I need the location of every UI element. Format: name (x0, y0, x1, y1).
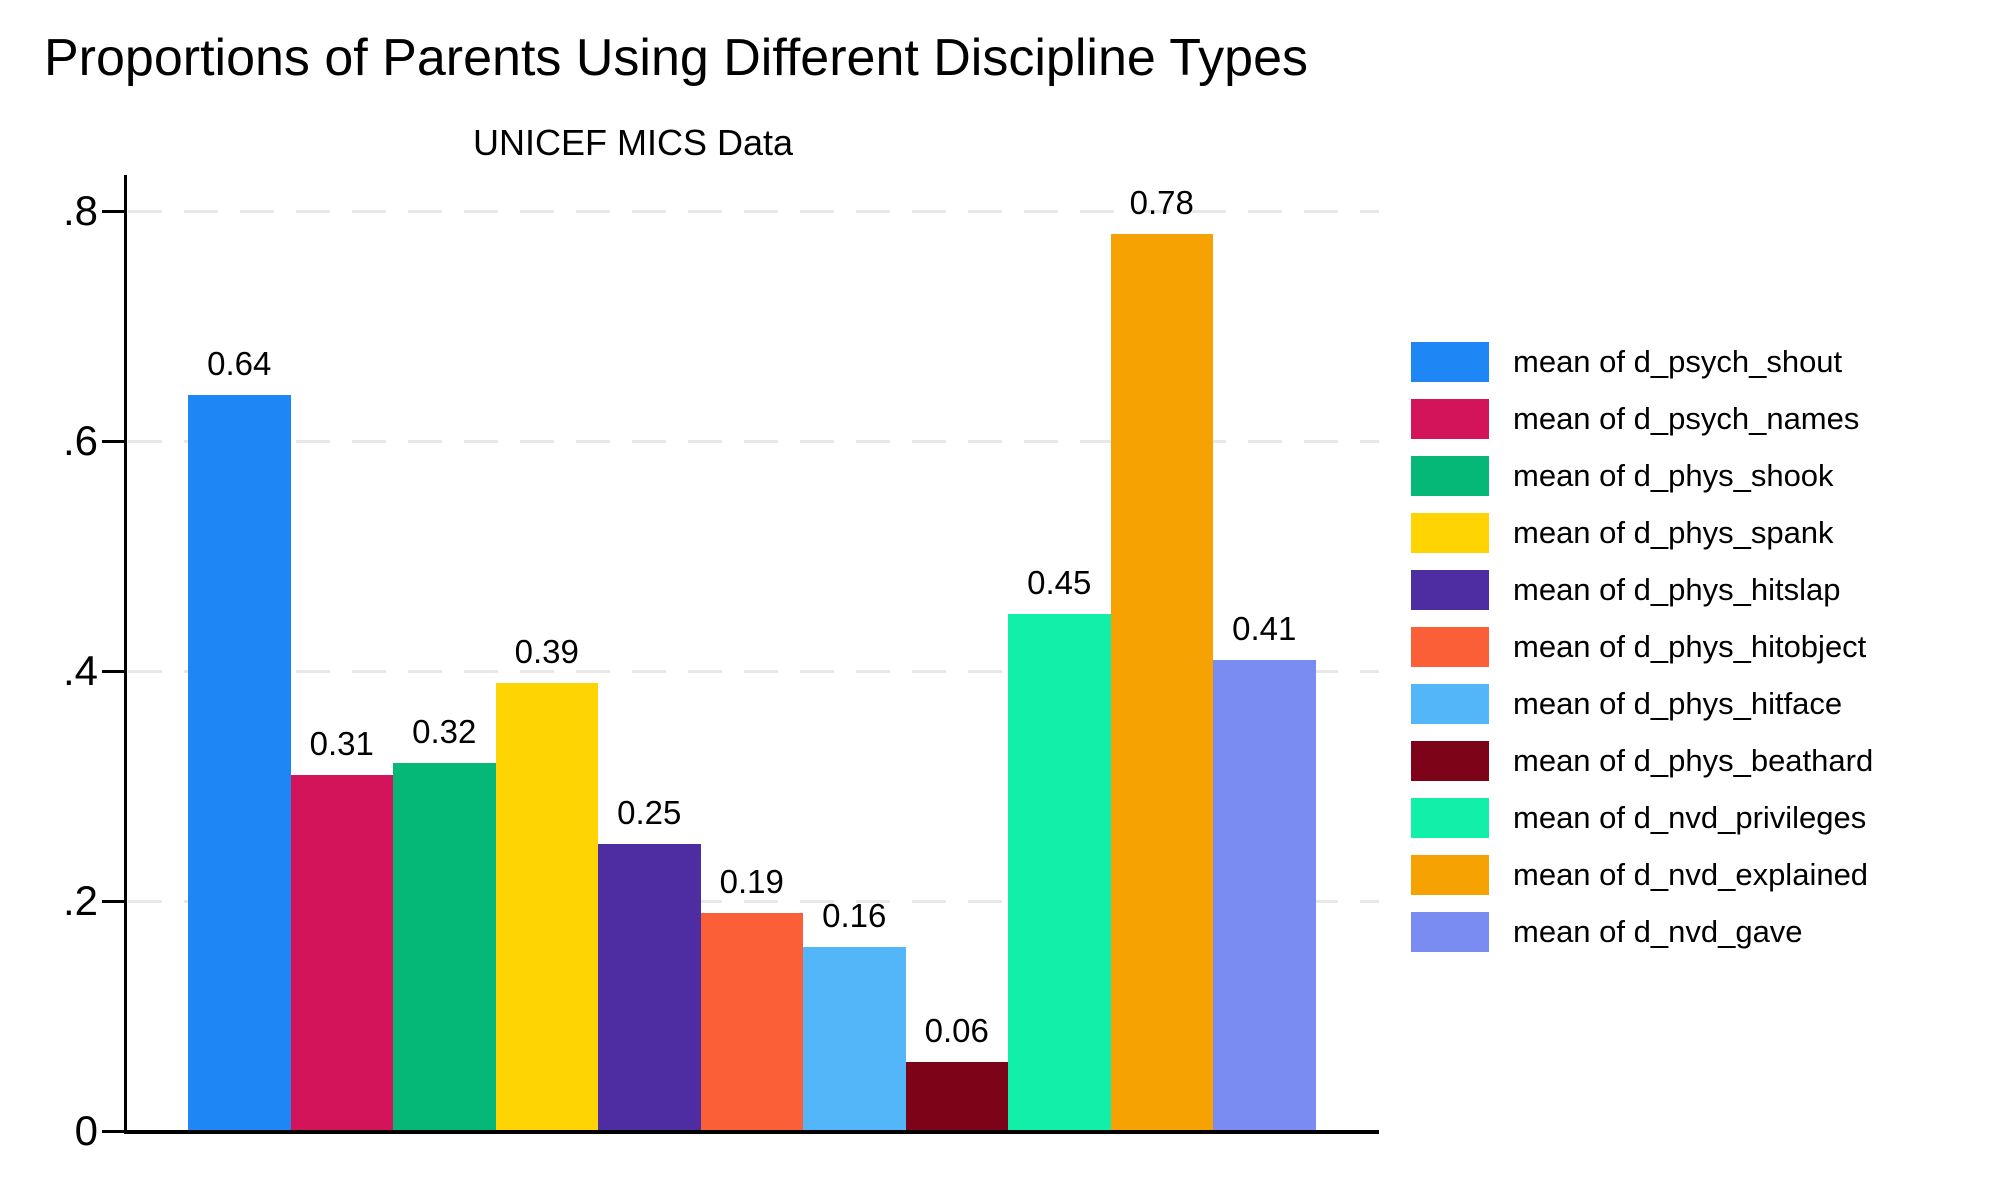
bar-value-label: 0.31 (309, 724, 374, 762)
legend-row: mean of d_phys_spank (1411, 513, 1873, 553)
y-gridline (128, 900, 1379, 903)
y-gridline (128, 210, 1379, 213)
y-tick-label: .6 (62, 417, 98, 464)
legend-swatch (1411, 570, 1489, 610)
legend-label: mean of d_phys_shook (1513, 458, 1834, 493)
bar-value-label: 0.19 (719, 862, 784, 900)
chart-subtitle: UNICEF MICS Data (472, 122, 794, 163)
bar-value-label: 0.78 (1129, 184, 1194, 221)
bar-value-label: 0.64 (207, 345, 272, 382)
legend-swatch (1411, 513, 1489, 553)
y-tick-label: .2 (62, 877, 98, 924)
legend-swatch (1411, 912, 1489, 952)
bar-value-label: 0.32 (412, 713, 477, 750)
legend-label: mean of d_phys_beathard (1513, 743, 1874, 778)
legend-swatch (1411, 741, 1489, 781)
y-tick-label: 0 (74, 1107, 98, 1154)
bar (1110, 234, 1213, 1131)
y-axis-line (124, 175, 127, 1133)
legend-swatch (1411, 855, 1489, 895)
bar-value-label: 0.41 (1232, 609, 1297, 647)
bar (598, 843, 701, 1131)
chart-title: Proportions of Parents Using Different D… (44, 29, 1309, 87)
bar-value-label: 0.45 (1027, 563, 1092, 601)
legend-label: mean of d_phys_spank (1513, 515, 1834, 550)
bar-value-label: 0.16 (822, 897, 887, 934)
legend-swatch (1411, 399, 1489, 439)
legend-row: mean of d_phys_hitslap (1411, 570, 1873, 610)
bar (188, 395, 291, 1131)
legend-swatch (1411, 684, 1489, 724)
legend-label: mean of d_nvd_gave (1513, 914, 1803, 949)
legend-label: mean of d_phys_hitface (1513, 686, 1843, 721)
legend-row: mean of d_phys_shook (1411, 456, 1873, 496)
legend-swatch (1411, 627, 1489, 667)
bar (803, 947, 906, 1131)
y-tick-mark (102, 900, 124, 903)
bar (290, 774, 393, 1131)
y-tick-label: .8 (62, 187, 98, 234)
legend-label: mean of d_phys_hitobject (1513, 629, 1867, 664)
legend-row: mean of d_phys_hitobject (1411, 627, 1873, 667)
legend-row: mean of d_nvd_privileges (1411, 798, 1873, 838)
bar (393, 763, 496, 1131)
legend-swatch (1411, 798, 1489, 838)
bar (1008, 613, 1111, 1131)
legend-row: mean of d_psych_shout (1411, 342, 1873, 382)
y-tick-label: .4 (62, 647, 98, 694)
legend-label: mean of d_psych_shout (1513, 344, 1843, 379)
x-axis-line (124, 1130, 1379, 1134)
legend-label: mean of d_phys_hitslap (1513, 572, 1841, 607)
legend-row: mean of d_nvd_explained (1411, 855, 1873, 895)
bar (905, 1062, 1008, 1131)
legend-label: mean of d_nvd_privileges (1513, 800, 1867, 835)
bar (495, 682, 598, 1131)
y-tick-mark (102, 440, 124, 443)
bar-value-label: 0.06 (924, 1012, 989, 1049)
y-gridline (128, 670, 1379, 673)
bar-value-label: 0.25 (617, 793, 682, 831)
legend-label: mean of d_nvd_explained (1513, 857, 1869, 892)
legend-swatch (1411, 342, 1489, 382)
bar-value-label: 0.39 (514, 632, 579, 670)
y-tick-mark (102, 210, 124, 213)
legend-row: mean of d_nvd_gave (1411, 912, 1873, 952)
y-tick-mark (102, 670, 124, 673)
bar (1213, 659, 1316, 1131)
y-tick-mark (102, 1130, 124, 1133)
legend-row: mean of d_psych_names (1411, 399, 1873, 439)
legend-swatch (1411, 456, 1489, 496)
legend-label: mean of d_psych_names (1513, 401, 1860, 436)
legend-row: mean of d_phys_beathard (1411, 741, 1873, 781)
y-gridline (128, 440, 1379, 443)
legend-row: mean of d_phys_hitface (1411, 684, 1873, 724)
bar (700, 912, 803, 1131)
